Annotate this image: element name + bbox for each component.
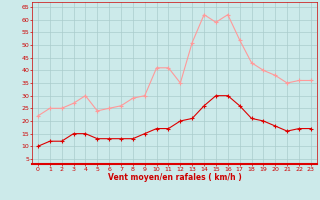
X-axis label: Vent moyen/en rafales ( km/h ): Vent moyen/en rafales ( km/h ) <box>108 173 241 182</box>
